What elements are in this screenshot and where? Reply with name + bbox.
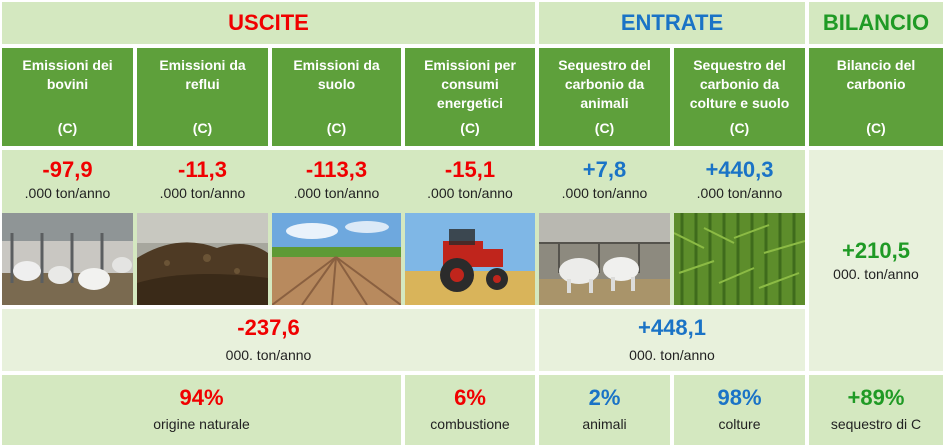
values-photos-band [2, 150, 805, 305]
share-label: origine naturale [153, 416, 250, 432]
header-title: Sequestro del carbonio da colture e suol… [689, 57, 790, 111]
header-title: Emissioni per consumi energetici [424, 57, 516, 111]
share-sequestro: +89% sequestro di C [809, 375, 943, 445]
bilancio-unit: 000. ton/anno [833, 265, 919, 282]
share-label: combustione [430, 416, 510, 432]
header-title: Emissioni dei bovini [22, 57, 113, 92]
value-unit: .000 ton/anno [24, 185, 111, 201]
manure-heap-image [137, 213, 268, 305]
value-sequestro-colture: +440,3 .000 ton/anno [674, 152, 805, 208]
section-bilancio: BILANCIO [809, 2, 943, 44]
header-title: Emissioni da suolo [293, 57, 380, 92]
tractor-image [405, 213, 535, 305]
value-unit: .000 ton/anno [696, 185, 783, 201]
share-pct: 2% [588, 385, 621, 410]
total-entrate-unit: 000. ton/anno [629, 347, 715, 363]
value-unit: .000 ton/anno [561, 185, 648, 201]
value-consumi: -15,1 .000 ton/anno [405, 152, 535, 208]
value-unit: .000 ton/anno [293, 185, 380, 201]
section-uscite-title: USCITE [228, 10, 309, 35]
value-unit: .000 ton/anno [427, 185, 513, 201]
value-number: -97,9 [42, 157, 93, 182]
header-unit: (C) [594, 120, 615, 136]
cows-in-barn-image [2, 213, 133, 305]
header-sequestro-colture: Sequestro del carbonio da colture e suol… [674, 48, 805, 146]
value-unit: .000 ton/anno [159, 185, 246, 201]
value-number: -113,3 [305, 157, 368, 182]
header-title: Sequestro del carbonio da animali [558, 57, 651, 111]
header-reflui: Emissioni da reflui (C) [137, 48, 268, 146]
header-title: Emissioni da reflui [159, 57, 246, 92]
header-consumi: Emissioni per consumi energetici (C) [405, 48, 535, 146]
header-unit: (C) [57, 120, 78, 136]
value-number: +7,8 [582, 157, 627, 182]
value-sequestro-animali: +7,8 .000 ton/anno [539, 152, 670, 208]
share-label: sequestro di C [830, 416, 922, 432]
share-label: animali [582, 416, 627, 432]
share-colture: 98% colture [674, 375, 805, 445]
header-bovini: Emissioni dei bovini (C) [2, 48, 133, 146]
bilancio-value: +210,5 [842, 237, 910, 263]
section-entrate: ENTRATE [539, 2, 805, 44]
share-pct: 98% [717, 385, 762, 410]
section-uscite: USCITE [2, 2, 535, 44]
header-title: Bilancio del carbonio [836, 57, 916, 92]
share-origine-naturale: 94% origine naturale [2, 375, 401, 445]
header-sequestro-animali: Sequestro del carbonio da animali (C) [539, 48, 670, 146]
value-reflui: -11,3 .000 ton/anno [137, 152, 268, 208]
header-unit: (C) [192, 120, 213, 136]
header-unit: (C) [729, 120, 750, 136]
header-unit: (C) [326, 120, 347, 136]
total-uscite: -237,6 000. ton/anno [2, 309, 535, 371]
section-entrate-title: ENTRATE [620, 10, 724, 35]
share-pct: +89% [847, 385, 905, 410]
share-animali: 2% animali [539, 375, 670, 445]
header-bilancio: Bilancio del carbonio (C) [809, 48, 943, 146]
bilancio-value-cell: +210,5 000. ton/anno [809, 150, 943, 371]
total-uscite-unit: 000. ton/anno [225, 347, 312, 363]
value-number: +440,3 [705, 157, 774, 182]
header-suolo: Emissioni da suolo (C) [272, 48, 401, 146]
total-entrate: +448,1 000. ton/anno [539, 309, 805, 371]
share-label: colture [718, 416, 761, 432]
value-number: -15,1 [444, 157, 496, 182]
value-bovini: -97,9 .000 ton/anno [2, 152, 133, 208]
plowed-field-image [272, 213, 401, 305]
section-bilancio-title: BILANCIO [822, 10, 930, 35]
share-combustione: 6% combustione [405, 375, 535, 445]
white-cows-image [539, 213, 670, 305]
corn-field-image [674, 213, 805, 305]
value-suolo: -113,3 .000 ton/anno [272, 152, 401, 208]
share-pct: 6% [454, 385, 486, 410]
header-unit: (C) [866, 120, 886, 136]
total-entrate-value: +448,1 [638, 315, 706, 340]
share-pct: 94% [179, 385, 224, 410]
total-uscite-value: -237,6 [237, 315, 300, 340]
value-number: -11,3 [178, 157, 227, 182]
header-unit: (C) [460, 120, 480, 136]
